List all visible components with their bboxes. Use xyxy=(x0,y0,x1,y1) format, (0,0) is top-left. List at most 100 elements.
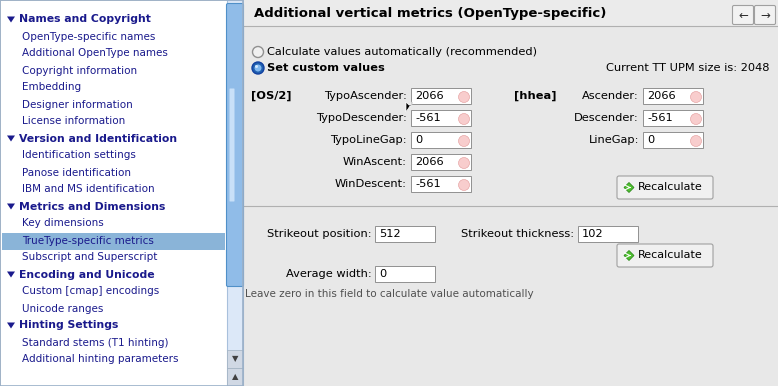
FancyBboxPatch shape xyxy=(375,266,435,282)
Text: 0: 0 xyxy=(415,135,422,145)
Polygon shape xyxy=(624,183,634,193)
Text: -561: -561 xyxy=(415,179,441,189)
Text: Strikeout thickness:: Strikeout thickness: xyxy=(461,229,574,239)
Polygon shape xyxy=(7,135,15,142)
Text: 2066: 2066 xyxy=(647,91,675,101)
Text: WinDescent:: WinDescent: xyxy=(335,179,407,189)
Text: IBM and MS identification: IBM and MS identification xyxy=(22,185,155,195)
Polygon shape xyxy=(7,271,15,278)
Polygon shape xyxy=(624,251,634,261)
Polygon shape xyxy=(7,203,15,210)
Text: [OS/2]: [OS/2] xyxy=(251,91,292,101)
Text: Calculate values automatically (recommended): Calculate values automatically (recommen… xyxy=(267,47,537,57)
Text: Recalculate: Recalculate xyxy=(638,183,703,193)
Circle shape xyxy=(253,46,264,58)
Text: Encoding and Unicode: Encoding and Unicode xyxy=(19,269,155,279)
FancyBboxPatch shape xyxy=(411,88,471,104)
Circle shape xyxy=(252,62,264,74)
Text: WinAscent:: WinAscent: xyxy=(343,157,407,167)
Text: [hhea]: [hhea] xyxy=(514,91,556,101)
Text: Version and Identification: Version and Identification xyxy=(19,134,177,144)
Text: TrueType-specific metrics: TrueType-specific metrics xyxy=(22,235,154,245)
Text: Additional hinting parameters: Additional hinting parameters xyxy=(22,354,178,364)
FancyBboxPatch shape xyxy=(0,0,227,386)
Circle shape xyxy=(458,91,469,103)
Text: -561: -561 xyxy=(415,113,441,123)
Text: Identification settings: Identification settings xyxy=(22,151,136,161)
FancyBboxPatch shape xyxy=(227,368,243,386)
Text: TypoDescender:: TypoDescender: xyxy=(316,113,407,123)
Text: Descender:: Descender: xyxy=(574,113,639,123)
Text: -561: -561 xyxy=(647,113,673,123)
FancyBboxPatch shape xyxy=(643,132,703,148)
Text: Embedding: Embedding xyxy=(22,83,81,93)
Text: Copyright information: Copyright information xyxy=(22,66,137,76)
Circle shape xyxy=(691,91,702,103)
Polygon shape xyxy=(7,17,15,22)
FancyBboxPatch shape xyxy=(411,176,471,192)
Circle shape xyxy=(255,65,258,68)
Text: Leave zero in this field to calculate value automatically: Leave zero in this field to calculate va… xyxy=(245,289,534,299)
Circle shape xyxy=(458,113,469,125)
FancyBboxPatch shape xyxy=(244,0,778,26)
Text: 0: 0 xyxy=(647,135,654,145)
Text: Set custom values: Set custom values xyxy=(267,63,385,73)
FancyBboxPatch shape xyxy=(578,226,638,242)
FancyBboxPatch shape xyxy=(617,176,713,199)
Circle shape xyxy=(691,135,702,147)
FancyBboxPatch shape xyxy=(244,0,778,386)
FancyBboxPatch shape xyxy=(411,110,471,126)
Text: ▲: ▲ xyxy=(232,372,238,381)
Text: 0: 0 xyxy=(379,269,386,279)
FancyBboxPatch shape xyxy=(230,88,234,201)
Text: Names and Copyright: Names and Copyright xyxy=(19,15,151,24)
FancyBboxPatch shape xyxy=(411,154,471,170)
Circle shape xyxy=(254,64,261,71)
Text: TypoAscender:: TypoAscender: xyxy=(324,91,407,101)
Text: Ascender:: Ascender: xyxy=(582,91,639,101)
FancyBboxPatch shape xyxy=(375,226,435,242)
FancyBboxPatch shape xyxy=(226,3,244,286)
Text: Additional vertical metrics (OpenType-specific): Additional vertical metrics (OpenType-sp… xyxy=(254,7,606,20)
Text: 2066: 2066 xyxy=(415,157,443,167)
Text: 2066: 2066 xyxy=(415,91,443,101)
Text: OpenType-specific names: OpenType-specific names xyxy=(22,32,156,42)
Text: Additional OpenType names: Additional OpenType names xyxy=(22,49,168,59)
Text: Average width:: Average width: xyxy=(286,269,372,279)
Text: Metrics and Dimensions: Metrics and Dimensions xyxy=(19,201,166,212)
Text: Designer information: Designer information xyxy=(22,100,133,110)
Text: License information: License information xyxy=(22,117,125,127)
Polygon shape xyxy=(406,102,413,112)
Text: Custom [cmap] encodings: Custom [cmap] encodings xyxy=(22,286,159,296)
Text: Subscript and Superscript: Subscript and Superscript xyxy=(22,252,157,262)
Circle shape xyxy=(458,157,469,169)
FancyBboxPatch shape xyxy=(733,5,754,24)
Text: Panose identification: Panose identification xyxy=(22,168,131,178)
Circle shape xyxy=(458,135,469,147)
Text: ←: ← xyxy=(738,8,748,22)
Text: Hinting Settings: Hinting Settings xyxy=(19,320,118,330)
Text: Standard stems (T1 hinting): Standard stems (T1 hinting) xyxy=(22,337,169,347)
FancyBboxPatch shape xyxy=(411,132,471,148)
Circle shape xyxy=(458,179,469,191)
Text: Unicode ranges: Unicode ranges xyxy=(22,303,103,313)
FancyBboxPatch shape xyxy=(643,110,703,126)
Polygon shape xyxy=(7,322,15,328)
FancyBboxPatch shape xyxy=(227,0,243,386)
Text: TypoLineGap:: TypoLineGap: xyxy=(331,135,407,145)
Text: →: → xyxy=(760,8,770,22)
Circle shape xyxy=(691,113,702,125)
Text: Current TT UPM size is: 2048: Current TT UPM size is: 2048 xyxy=(607,63,770,73)
Text: ▼: ▼ xyxy=(232,354,238,364)
Text: 102: 102 xyxy=(582,229,604,239)
Text: Key dimensions: Key dimensions xyxy=(22,218,103,229)
FancyBboxPatch shape xyxy=(755,5,776,24)
Text: Strikeout position:: Strikeout position: xyxy=(268,229,372,239)
FancyBboxPatch shape xyxy=(617,244,713,267)
FancyBboxPatch shape xyxy=(643,88,703,104)
Text: Recalculate: Recalculate xyxy=(638,251,703,261)
Text: LineGap:: LineGap: xyxy=(588,135,639,145)
FancyBboxPatch shape xyxy=(227,350,243,368)
FancyBboxPatch shape xyxy=(2,233,225,250)
Text: 512: 512 xyxy=(379,229,401,239)
